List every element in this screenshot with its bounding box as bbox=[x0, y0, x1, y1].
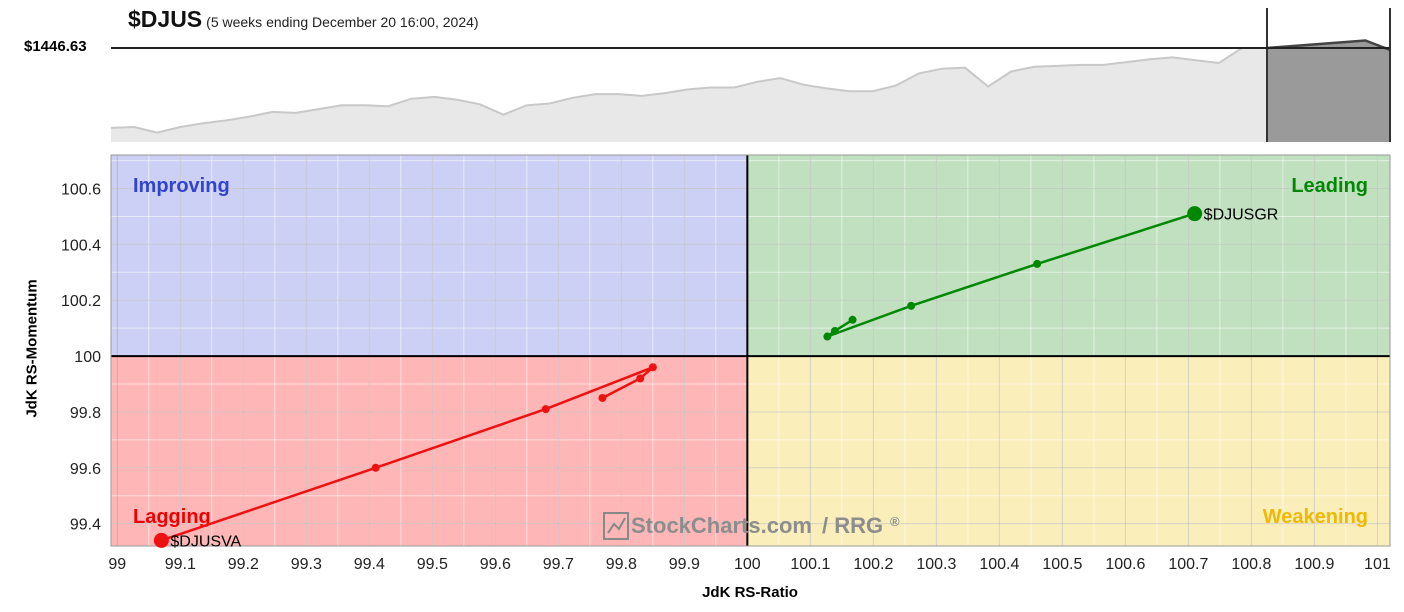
quadrant-label-leading: Leading bbox=[1291, 175, 1368, 197]
series-tail-line bbox=[160, 366, 655, 542]
y-tick-label: 99.8 bbox=[70, 405, 101, 422]
watermark-rrg-text: / RRG bbox=[822, 513, 883, 538]
watermark-registered-mark: ® bbox=[890, 514, 900, 529]
series-point bbox=[830, 326, 839, 335]
x-tick-label: 100.7 bbox=[1168, 556, 1208, 573]
series-point bbox=[371, 463, 380, 472]
x-tick-label: 99.3 bbox=[291, 556, 322, 573]
x-tick-label: 99.4 bbox=[354, 556, 385, 573]
x-tick-label: 101 bbox=[1364, 556, 1391, 573]
x-tick-label: 100.8 bbox=[1231, 556, 1271, 573]
y-axis-label: JdK RS-Momentum bbox=[23, 279, 41, 418]
series-label: $DJUSGR bbox=[1204, 207, 1279, 224]
y-tick-label: 100 bbox=[74, 349, 101, 366]
x-tick-label: 100.9 bbox=[1294, 556, 1334, 573]
plot-border bbox=[110, 154, 1391, 547]
y-tick-labels: 99.4 99.6 99.8 100 100.2 100.4 100.6 bbox=[61, 182, 101, 534]
series-head-point bbox=[153, 532, 169, 548]
quadrant-lagging bbox=[111, 356, 748, 546]
y-tick-label: 100.4 bbox=[61, 237, 101, 254]
history-area bbox=[111, 48, 1267, 142]
series-point bbox=[907, 301, 916, 310]
series-head-point bbox=[1187, 206, 1203, 222]
x-tick-label: 100.1 bbox=[790, 556, 830, 573]
watermark: StockCharts.com / RRG ® bbox=[603, 512, 900, 540]
y-tick-label: 100.2 bbox=[61, 293, 101, 310]
quadrant-label-lagging: Lagging bbox=[133, 506, 211, 528]
series-point bbox=[541, 405, 550, 414]
quadrant-label-weakening: Weakening bbox=[1263, 506, 1368, 528]
series-djusva: $DJUSVA bbox=[153, 363, 657, 550]
x-tick-label: 99.8 bbox=[606, 556, 637, 573]
series-point bbox=[1033, 259, 1042, 268]
x-tick-label: 99.2 bbox=[228, 556, 259, 573]
x-tick-label: 100.5 bbox=[1042, 556, 1082, 573]
x-tick-labels: 99 99.1 99.2 99.3 99.4 99.5 99.6 99.7 99.8 99.9 10… bbox=[108, 556, 1390, 573]
series-djusgr: $DJUSGR bbox=[823, 206, 1279, 341]
x-tick-label: 100.3 bbox=[916, 556, 956, 573]
watermark-logo-icon bbox=[603, 512, 629, 540]
series-point bbox=[636, 374, 645, 383]
x-tick-label: 100.2 bbox=[853, 556, 893, 573]
x-tick-label: 99 bbox=[108, 556, 126, 573]
x-tick-label: 99.5 bbox=[417, 556, 448, 573]
watermark-text: StockCharts.com bbox=[631, 513, 812, 538]
highlight-window-area bbox=[1267, 40, 1390, 142]
series-point bbox=[823, 332, 832, 341]
chart-subtitle: (5 weeks ending December 20 16:00, 2024) bbox=[206, 14, 479, 30]
series-label: $DJUSVA bbox=[170, 533, 241, 550]
y-tick-label: 100.6 bbox=[61, 182, 101, 199]
series-point bbox=[848, 315, 857, 324]
x-axis-label: JdK RS-Ratio bbox=[702, 584, 798, 601]
history-line bbox=[110, 47, 1267, 134]
chart-title: $DJUS (5 weeks ending December 20 16:00, … bbox=[128, 6, 479, 33]
watermark-chart-icon bbox=[607, 517, 626, 534]
x-tick-label: 100.4 bbox=[979, 556, 1019, 573]
y-tick-label: 99.6 bbox=[70, 461, 101, 478]
symbol-title: $DJUS bbox=[128, 6, 203, 32]
series-point bbox=[648, 363, 657, 372]
x-tick-label: 99.6 bbox=[480, 556, 511, 573]
quadrant-label-improving: Improving bbox=[133, 175, 230, 197]
highlight-window-line bbox=[1266, 39, 1391, 52]
price-label: $1446.63 bbox=[24, 38, 87, 55]
x-tick-label: 99.1 bbox=[165, 556, 196, 573]
x-tick-label: 99.7 bbox=[543, 556, 574, 573]
x-tick-label: 100.6 bbox=[1105, 556, 1145, 573]
series-point bbox=[598, 393, 607, 402]
x-tick-label: 99.9 bbox=[669, 556, 700, 573]
x-tick-label: 100 bbox=[734, 556, 761, 573]
y-tick-label: 99.4 bbox=[70, 517, 101, 534]
